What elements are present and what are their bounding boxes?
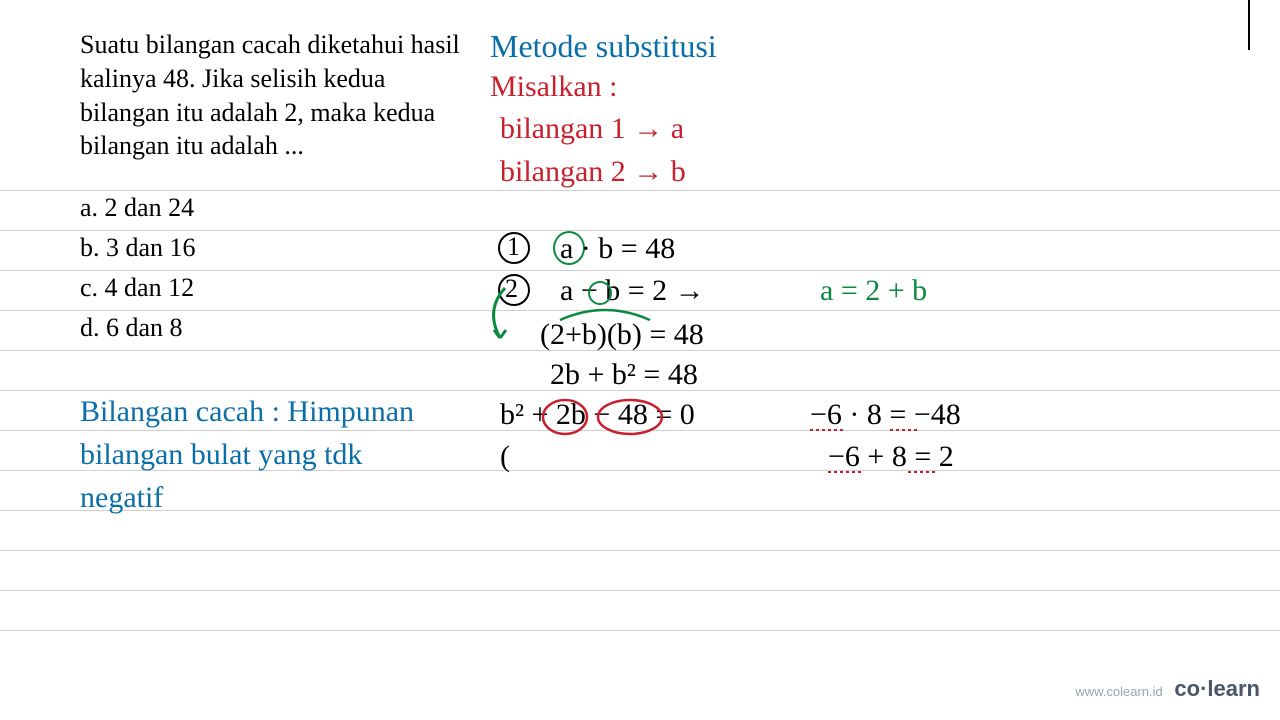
step4-text: (: [500, 440, 510, 474]
method-title: Metode substitusi: [490, 28, 717, 65]
note-line1: Bilangan cacah : Himpunan: [80, 395, 414, 429]
watermark-brand: co·learn: [1174, 676, 1260, 701]
option-d: d. 6 dan 8: [80, 313, 183, 343]
check1-text: −6 · 8 = −48: [810, 398, 961, 432]
eq2-text: a − b = 2 →: [560, 274, 705, 308]
check1-underline-icon: [810, 428, 950, 436]
check2-text: −6 + 8 = 2: [828, 440, 954, 474]
eq2-minus-highlight-circle: [588, 281, 612, 305]
eq2-substitution: a = 2 + b: [820, 274, 927, 308]
substitution-arrow-icon: [480, 250, 540, 350]
page-edge-mark: [1248, 0, 1250, 50]
misalkan-label: Misalkan :: [490, 70, 618, 104]
check2-underline-icon: [828, 470, 968, 478]
note-line3: negatif: [80, 481, 163, 515]
eq1-text: a · b = 48: [560, 232, 675, 266]
plus2b-highlight-icon: [540, 398, 590, 436]
step2-text: 2b + b² = 48: [550, 358, 698, 392]
bilangan-2: bilangan 2 → b: [500, 155, 686, 189]
question-text: Suatu bilangan cacah diketahui hasil kal…: [80, 28, 460, 163]
bilangan-1: bilangan 1 → a: [500, 112, 684, 146]
option-a: a. 2 dan 24: [80, 193, 194, 223]
step1-text: (2+b)(b) = 48: [540, 318, 704, 352]
minus48-highlight-icon: [595, 398, 665, 436]
option-b: b. 3 dan 16: [80, 233, 196, 263]
note-line2: bilangan bulat yang tdk: [80, 438, 362, 472]
watermark: www.colearn.id co·learn: [1075, 676, 1260, 702]
option-c: c. 4 dan 12: [80, 273, 194, 303]
watermark-url: www.colearn.id: [1075, 684, 1162, 699]
